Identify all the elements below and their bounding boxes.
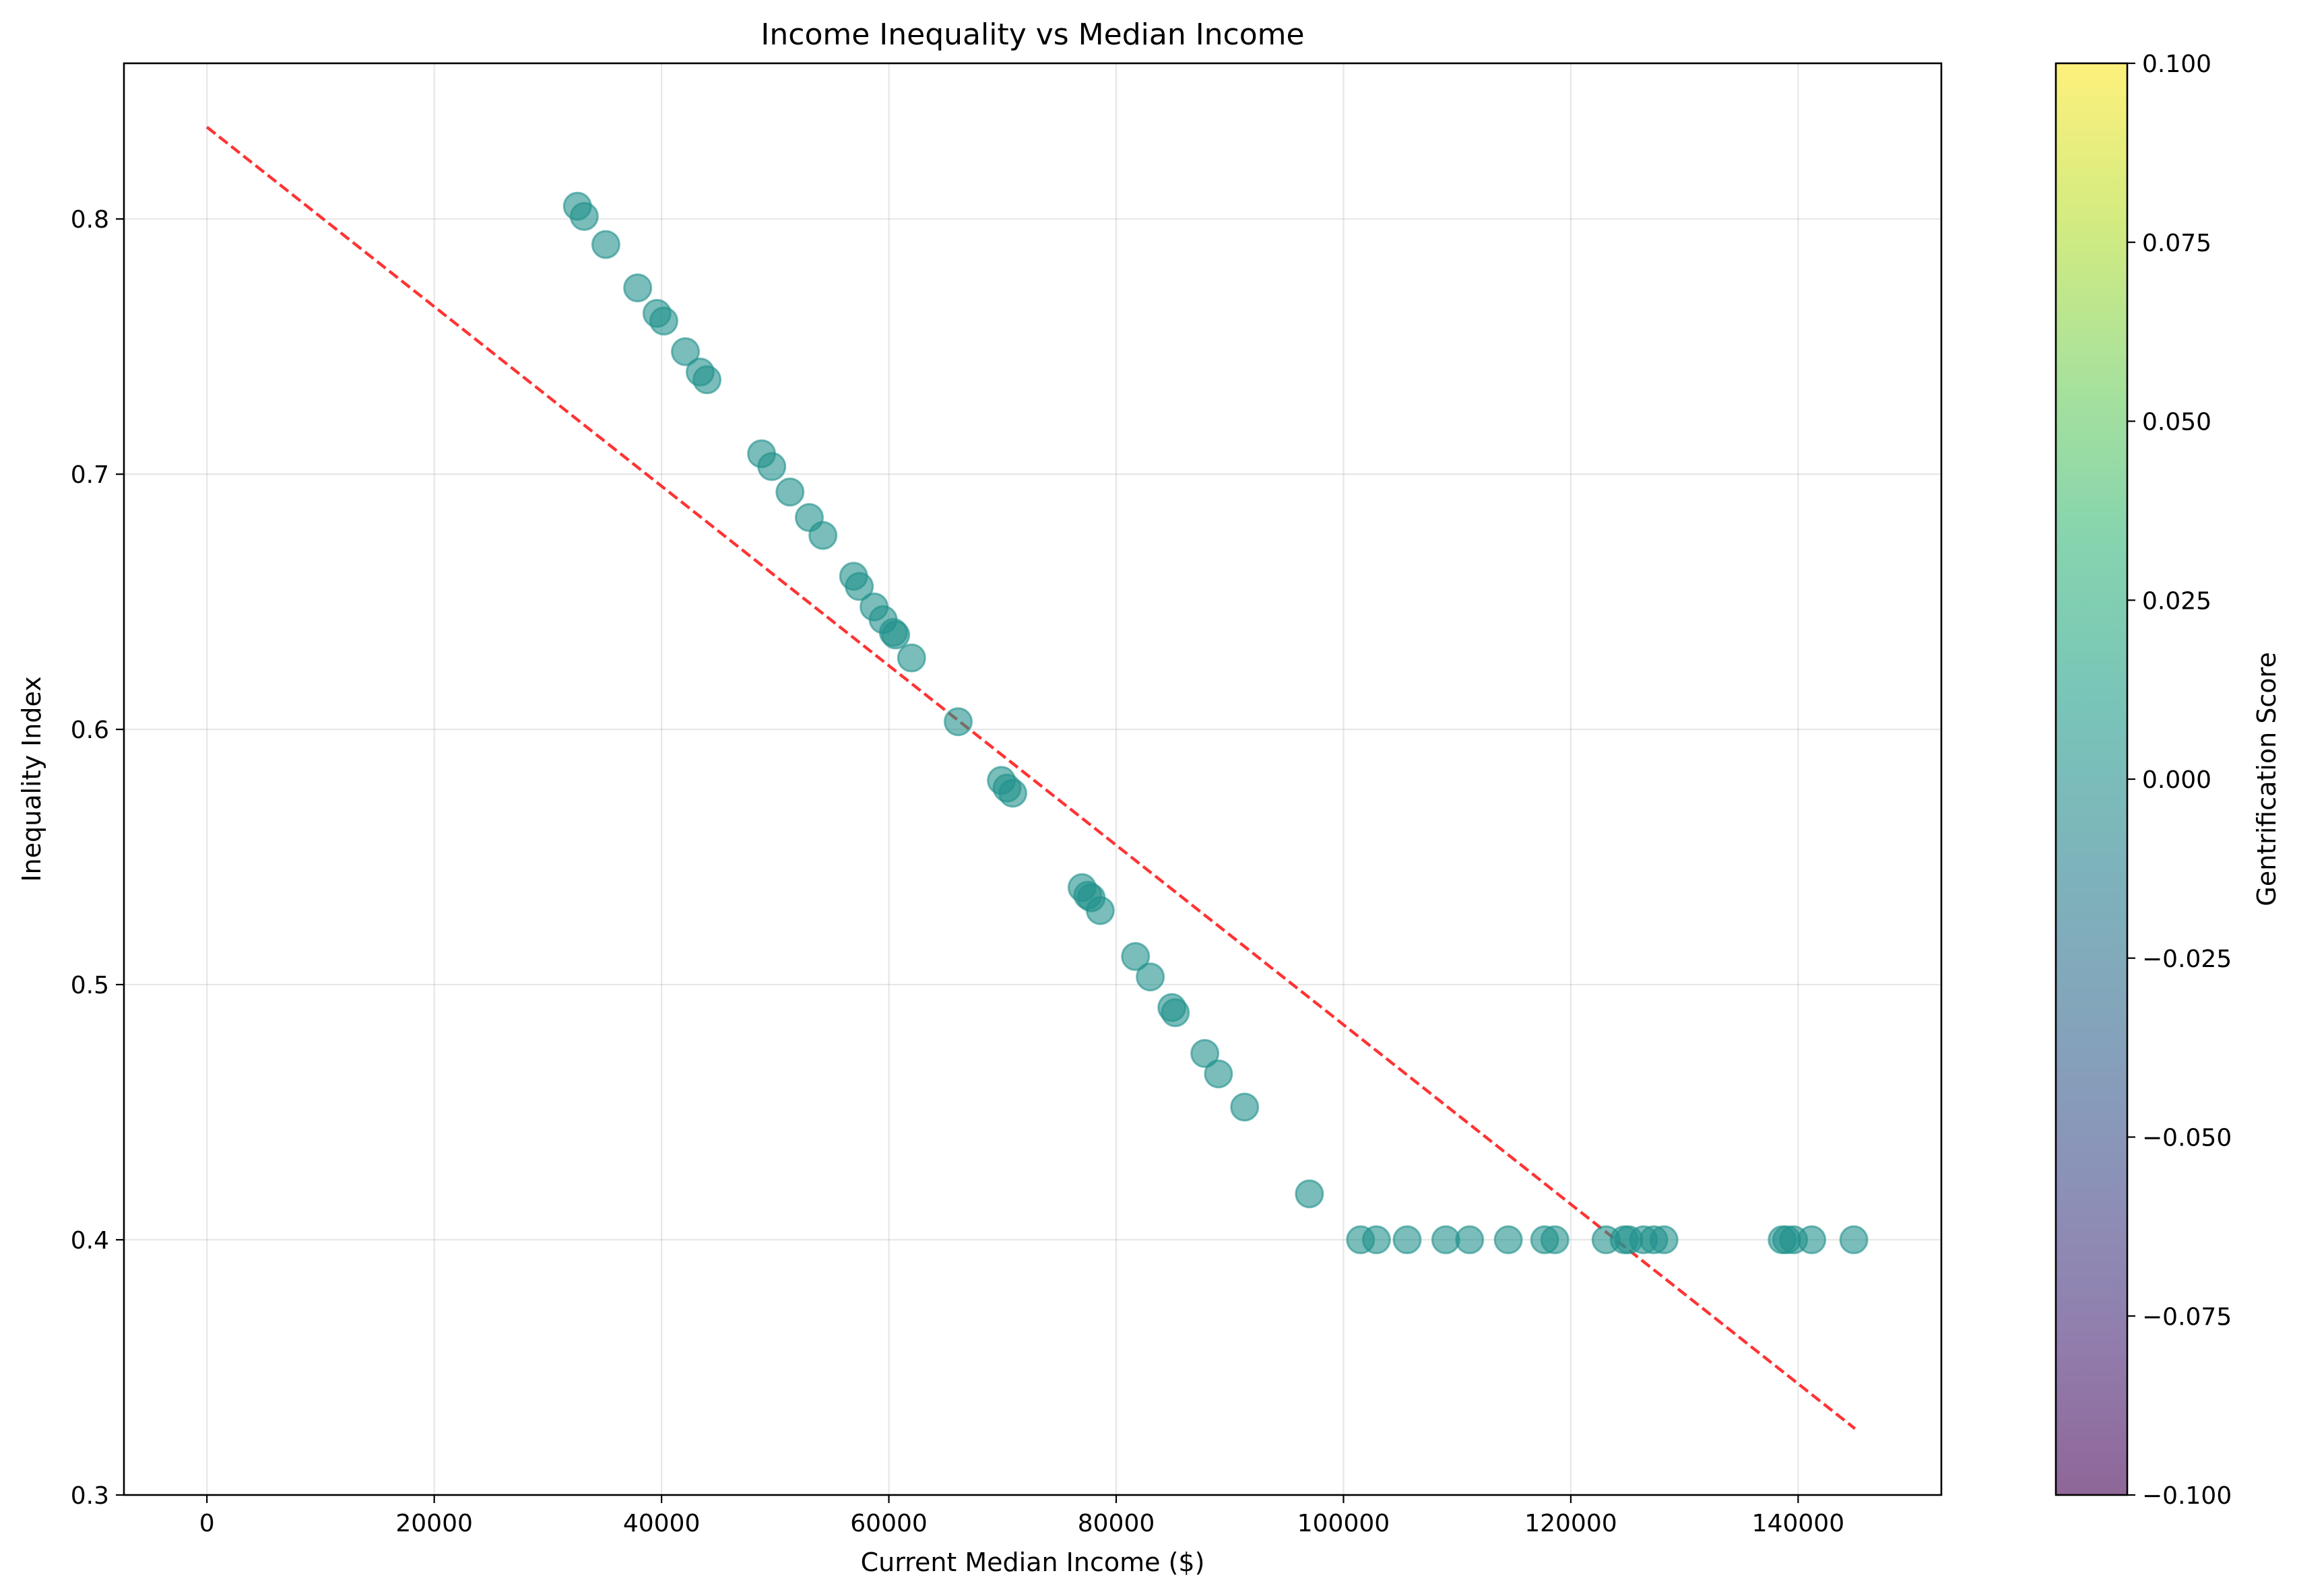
colorbar-tick-label: −0.075: [2142, 1303, 2232, 1331]
colorbar-tick-label: 0.100: [2142, 51, 2211, 78]
data-point: [1797, 1225, 1827, 1255]
x-tick-label: 0: [199, 1510, 215, 1537]
data-points: [562, 191, 1869, 1255]
colorbar-gradient: [2056, 63, 2127, 1495]
x-tick-label: 140000: [1752, 1510, 1844, 1537]
data-point: [1649, 1225, 1679, 1255]
x-axis-ticks: 0 20000 40000 60000 80000 100000 120000 140000: [199, 1495, 1844, 1537]
data-point: [998, 778, 1027, 808]
data-point: [757, 452, 787, 481]
colorbar: −0.100 −0.075 −0.050 −0.025 0.000 0.025 0.050 0…: [2055, 51, 2282, 1510]
x-tick-label: 120000: [1524, 1510, 1617, 1537]
trendline: [205, 126, 1856, 1430]
data-point: [1204, 1059, 1233, 1089]
data-point: [1493, 1225, 1523, 1255]
y-tick-label: 0.8: [71, 206, 109, 234]
y-tick-label: 0.6: [71, 717, 109, 744]
colorbar-tick-label: 0.000: [2142, 766, 2211, 794]
x-tick-label: 80000: [1078, 1510, 1155, 1537]
data-point: [881, 620, 911, 650]
data-point: [692, 365, 722, 395]
colorbar-tick-label: −0.100: [2142, 1482, 2232, 1510]
y-tick-label: 0.4: [71, 1227, 109, 1255]
x-axis-label: Current Median Income ($): [861, 1548, 1205, 1577]
y-tick-label: 0.3: [71, 1482, 109, 1510]
plot-frame: [123, 62, 1943, 1496]
data-point: [1455, 1225, 1485, 1255]
data-point: [775, 477, 805, 507]
colorbar-tick-label: 0.025: [2142, 587, 2211, 615]
data-point: [845, 572, 874, 601]
data-point: [1161, 998, 1190, 1028]
data-point: [897, 643, 926, 673]
x-tick-label: 60000: [850, 1510, 928, 1537]
y-axis-ticks: 0.3 0.4 0.5 0.6 0.7 0.8: [71, 206, 124, 1510]
x-tick-label: 100000: [1297, 1510, 1390, 1537]
data-point: [1361, 1225, 1391, 1255]
chart-title: Income Inequality vs Median Income: [761, 18, 1304, 52]
data-point: [649, 306, 678, 336]
data-point: [1392, 1225, 1422, 1255]
y-tick-label: 0.7: [71, 461, 109, 489]
data-point: [623, 273, 653, 302]
data-point: [1295, 1179, 1324, 1209]
colorbar-tick-label: 0.050: [2142, 409, 2211, 436]
data-point: [1190, 1038, 1220, 1068]
grid-lines: [124, 63, 1941, 1496]
colorbar-tick-label: −0.025: [2142, 945, 2232, 973]
data-point: [1136, 962, 1165, 992]
data-point: [591, 230, 620, 259]
data-point: [1121, 941, 1151, 971]
data-point: [943, 707, 973, 737]
colorbar-label: Gentrification Score: [2252, 652, 2282, 906]
data-point: [1085, 896, 1115, 925]
colorbar-tick-label: −0.050: [2142, 1125, 2232, 1152]
x-tick-label: 40000: [623, 1510, 701, 1537]
y-axis-label: Inequality Index: [17, 676, 46, 882]
x-tick-label: 20000: [395, 1510, 473, 1537]
data-point: [671, 337, 701, 366]
colorbar-ticks: −0.100 −0.075 −0.050 −0.025 0.000 0.025 0.050 0…: [2127, 51, 2232, 1510]
trendline-layer: [205, 126, 1856, 1430]
data-point: [1839, 1225, 1869, 1255]
data-point: [1230, 1092, 1260, 1122]
data-point: [569, 201, 599, 231]
y-tick-label: 0.5: [71, 972, 109, 999]
data-point: [1540, 1225, 1570, 1255]
colorbar-tick-label: 0.075: [2142, 230, 2211, 257]
data-point: [808, 521, 838, 550]
